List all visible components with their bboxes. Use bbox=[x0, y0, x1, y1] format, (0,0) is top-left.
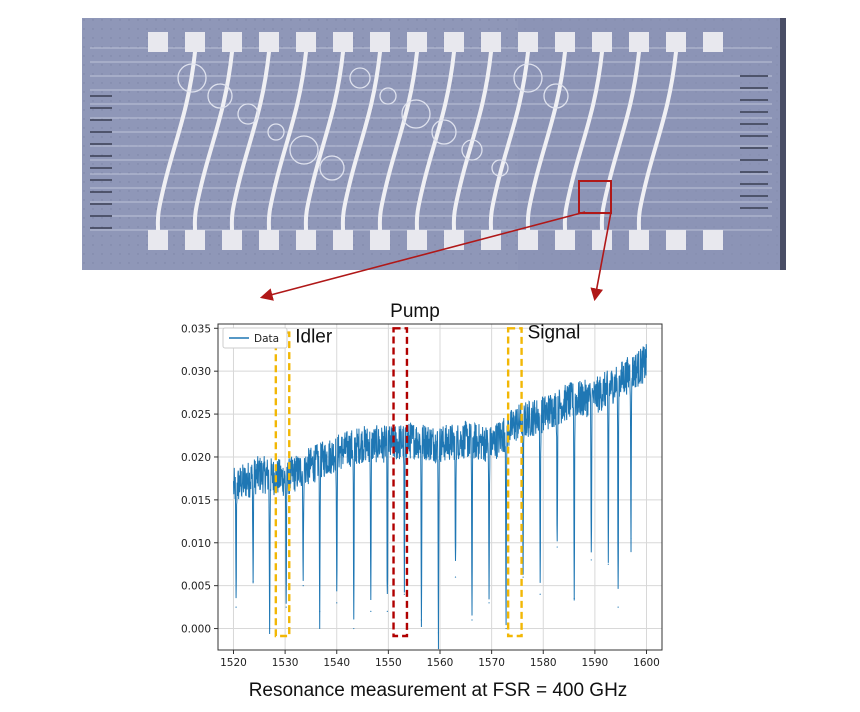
legend: Data bbox=[222, 327, 288, 349]
resonance-dip-point bbox=[252, 580, 254, 582]
x-tick-label: 1550 bbox=[375, 657, 402, 669]
y-tick-label: 0.005 bbox=[181, 581, 211, 593]
resonance-dip-point bbox=[370, 610, 372, 612]
resonance-dip-point bbox=[573, 597, 575, 600]
resonance-dip-point bbox=[437, 632, 440, 634]
resonance-dip-point bbox=[617, 606, 619, 608]
resonance-dip-point bbox=[522, 576, 524, 578]
resonance-dip-point bbox=[235, 606, 237, 608]
annotation-label: Idler bbox=[295, 327, 333, 348]
y-tick-label: 0.030 bbox=[181, 366, 211, 378]
y-tick-label: 0.025 bbox=[181, 409, 211, 421]
resonance-dip-point bbox=[353, 627, 355, 630]
resonance-dip-point bbox=[505, 627, 507, 630]
x-tick-label: 1560 bbox=[427, 657, 454, 669]
x-tick-label: 1580 bbox=[530, 657, 557, 669]
annotation-box bbox=[392, 327, 409, 638]
x-tick-label: 1540 bbox=[323, 657, 350, 669]
y-tick-label: 0.010 bbox=[181, 538, 211, 550]
annotation-box bbox=[506, 327, 523, 638]
resonance-dip-point bbox=[336, 602, 338, 604]
x-tick-label: 1600 bbox=[633, 657, 660, 669]
resonance-dip-point bbox=[607, 563, 609, 565]
resonance-dip-point bbox=[539, 593, 541, 595]
photonic-chip-micrograph bbox=[82, 18, 786, 270]
y-tick-label: 0.000 bbox=[181, 624, 211, 636]
y-tick-label: 0.035 bbox=[181, 323, 211, 335]
resonance-dip-point bbox=[269, 627, 271, 630]
resonance-dip-point bbox=[319, 610, 321, 612]
annotation-label: Signal bbox=[528, 322, 581, 343]
series-line-data bbox=[232, 344, 648, 650]
resonance-dip-point bbox=[285, 606, 287, 608]
x-tick-label: 1520 bbox=[220, 657, 247, 669]
resonance-dip-point bbox=[454, 576, 457, 578]
data-series bbox=[232, 344, 648, 650]
resonance-dip-point bbox=[386, 610, 388, 612]
annotations: Idler Signal bbox=[274, 322, 581, 638]
resonance-dip-point bbox=[302, 585, 304, 587]
legend-label: Data bbox=[254, 333, 279, 345]
chart-title: Pump bbox=[390, 301, 440, 322]
resonance-dip-point bbox=[471, 619, 473, 621]
x-tick-label: 1530 bbox=[272, 657, 299, 669]
resonance-dip-point bbox=[403, 593, 405, 595]
y-tick-label: 0.020 bbox=[181, 452, 211, 464]
x-tick-label: 1570 bbox=[478, 657, 505, 669]
resonance-dip-point bbox=[420, 619, 423, 621]
x-tick-label: 1590 bbox=[582, 657, 609, 669]
legend-box bbox=[222, 327, 288, 349]
y-tick-label: 0.015 bbox=[181, 495, 211, 507]
resonance-dip-point bbox=[488, 602, 490, 604]
figure-caption: Resonance measurement at FSR = 400 GHz bbox=[248, 680, 628, 701]
resonance-chart: Idler Signal 1520 1530 1540 1550 1560 1570 1580… bbox=[181, 322, 663, 669]
grid bbox=[218, 324, 662, 650]
resonance-dip-point bbox=[590, 559, 592, 561]
tick-labels: 1520 1530 1540 1550 1560 1570 1580 1590 1600 0.00… bbox=[181, 323, 660, 669]
resonance-dip-point bbox=[630, 537, 632, 540]
resonance-dip-point bbox=[556, 546, 558, 548]
